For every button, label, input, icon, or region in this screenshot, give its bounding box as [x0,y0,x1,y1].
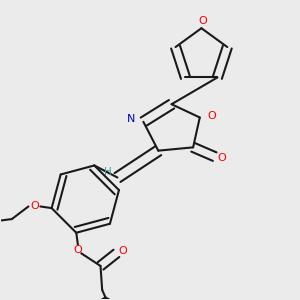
Text: O: O [199,16,208,26]
Text: H: H [104,167,112,177]
Text: N: N [127,114,135,124]
Text: O: O [218,153,226,163]
Text: O: O [118,246,127,256]
Text: O: O [30,202,39,212]
Text: O: O [207,111,216,121]
Text: O: O [74,245,82,255]
